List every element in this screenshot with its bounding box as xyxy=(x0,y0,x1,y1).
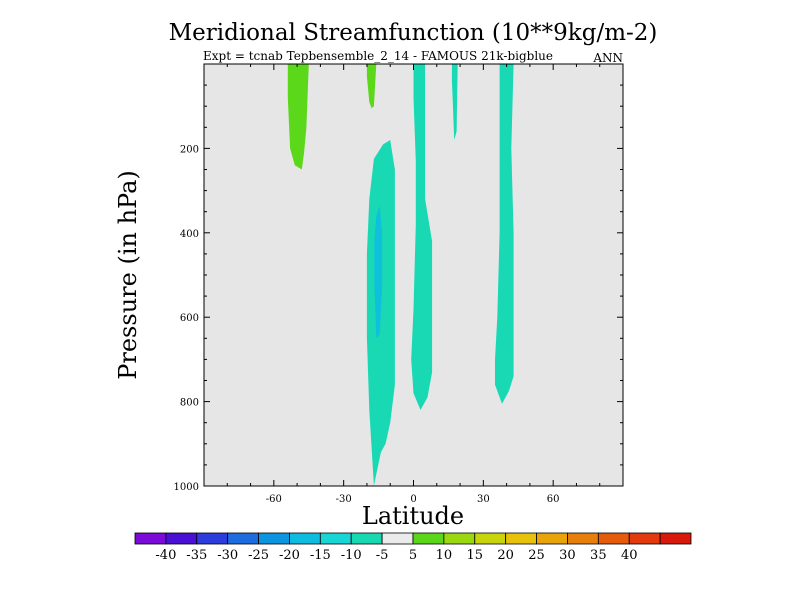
colorbar-swatch xyxy=(227,532,259,545)
colorbar-label: 5 xyxy=(409,548,417,563)
plot-area: -60 -30 0 30 60 200 400 600 800 1000 xyxy=(174,63,624,505)
y-tick-label: 200 xyxy=(180,144,199,155)
colorbar-swatch xyxy=(289,532,321,545)
colorbar-label: 30 xyxy=(559,548,576,563)
colorbar-label: 25 xyxy=(528,548,545,563)
x-tick-label: -60 xyxy=(266,494,282,505)
x-tick-label: 30 xyxy=(477,494,490,505)
y-tick-label: 800 xyxy=(180,398,199,409)
x-axis-label: Latitude xyxy=(362,502,464,530)
colorbar-label: 15 xyxy=(467,548,484,563)
colorbar-swatch xyxy=(412,532,445,545)
colorbar-swatch xyxy=(350,532,383,545)
colorbar-swatch xyxy=(505,532,537,545)
colorbar-swatch xyxy=(196,532,229,545)
contour-regions xyxy=(287,64,514,486)
y-tick-label: 400 xyxy=(180,229,199,240)
contour-region-sh-band xyxy=(495,64,514,404)
colorbar-swatch xyxy=(536,532,568,545)
colorbar-swatch xyxy=(134,532,167,545)
colorbar-label: -15 xyxy=(310,548,331,563)
y-tick-label: 1000 xyxy=(174,482,199,493)
x-tick-label: 60 xyxy=(547,494,560,505)
plot-background xyxy=(204,64,623,486)
contour-region-nh-cell-core xyxy=(374,205,383,339)
chart-title: Meridional Streamfunction (10**9kg/m-2) xyxy=(169,20,658,46)
colorbar-swatch xyxy=(659,532,692,545)
x-tick-label: -30 xyxy=(336,494,352,505)
colorbar-label: -40 xyxy=(155,548,176,563)
contour-region-equatorial-band xyxy=(411,64,433,410)
x-tick-label: 0 xyxy=(410,494,416,505)
colorbar-label: -20 xyxy=(279,548,300,563)
colorbar-label: 35 xyxy=(590,548,607,563)
colorbar-label: -25 xyxy=(248,548,269,563)
colorbar-swatch xyxy=(381,532,414,545)
colorbar-label: 20 xyxy=(497,548,514,563)
contour-region-green-left xyxy=(287,64,309,170)
colorbar-swatch xyxy=(628,532,661,545)
colorbar-swatch xyxy=(443,532,476,545)
colorbar-swatch xyxy=(319,532,352,545)
colorbar-swatch xyxy=(474,532,507,545)
axis-ticks: -60 -30 0 30 60 200 400 600 800 1000 xyxy=(174,64,623,505)
colorbar-label: -35 xyxy=(186,548,207,563)
colorbar-swatch xyxy=(597,532,630,545)
experiment-subtitle: Expt = tcnab Tepbensemble_2_14 - FAMOUS … xyxy=(203,49,553,63)
colorbar-swatch xyxy=(567,532,599,545)
colorbar: -40 -35 -30 -25 -20 -15 -10 -5 5 10 15 20 25 30 35 40 xyxy=(134,532,692,563)
colorbar-label: 40 xyxy=(621,548,638,563)
contour-region-thin-band-20 xyxy=(451,64,458,140)
colorbar-label: -5 xyxy=(376,548,389,563)
colorbar-swatch xyxy=(258,532,290,545)
y-axis-label: Pressure (in hPa) xyxy=(114,170,142,380)
colorbar-label: 10 xyxy=(436,548,453,563)
colorbar-label: -10 xyxy=(341,548,362,563)
contour-region-green-small xyxy=(366,64,377,109)
colorbar-label: -30 xyxy=(217,548,238,563)
contour-region-nh-cell-weak xyxy=(366,140,395,486)
colorbar-swatch xyxy=(165,532,198,545)
y-tick-label: 600 xyxy=(180,313,199,324)
season-label: ANN xyxy=(592,51,623,65)
